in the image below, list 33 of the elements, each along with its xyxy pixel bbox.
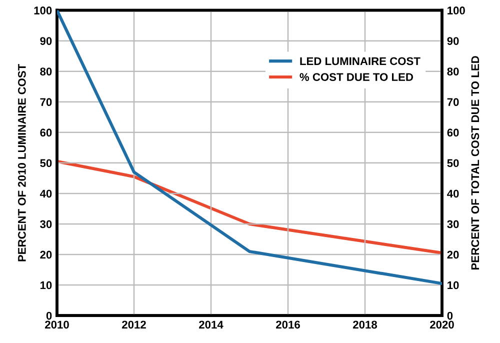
legend-label: % COST DUE TO LED	[300, 73, 414, 81]
x-tick-label: 2014	[199, 320, 224, 329]
x-tick-label: 2010	[45, 320, 69, 329]
y-tick-label: 90	[40, 37, 52, 45]
y-tick-label: 80	[40, 68, 52, 76]
y2-tick-label: 0	[447, 312, 453, 320]
y-tick-label: 50	[40, 159, 52, 168]
y-tick-label: 100	[34, 6, 52, 14]
y2-tick-label: 40	[447, 190, 459, 198]
y2-tick-label: 70	[447, 98, 459, 106]
y-tick-label: 60	[40, 128, 52, 137]
y-tick-label: 40	[40, 190, 52, 198]
y2-tick-label: 10	[448, 281, 459, 290]
y2-tick-label: 100	[448, 6, 465, 14]
legend-label: LED LUMINAIRE COST	[300, 57, 420, 66]
y2-tick-label: 60	[447, 128, 459, 137]
y2-axis-title: PERCENT OF TOTAL COST DUE TO LED	[471, 56, 480, 270]
x-tick-label: 2020	[430, 320, 454, 329]
y-tick-label: 20	[40, 250, 52, 259]
y2-tick-label: 90	[447, 37, 459, 45]
y2-tick-label: 20	[447, 250, 459, 259]
y2-tick-label: 30	[447, 220, 459, 228]
y-tick-label: 70	[40, 98, 52, 106]
x-tick-label: 2012	[122, 320, 146, 329]
x-tick-label: 2018	[353, 320, 378, 329]
y-tick-label: 10	[40, 281, 52, 290]
y2-tick-label: 50	[447, 159, 459, 168]
y-axis-title: PERCENT OF 2010 LUMINAIRE COST	[18, 64, 26, 262]
line-series	[57, 160, 442, 255]
y-tick-label: 30	[40, 220, 52, 228]
x-tick-label: 2016	[276, 320, 300, 329]
y-tick-label: 0	[46, 312, 52, 320]
y2-tick-label: 80	[447, 68, 459, 76]
